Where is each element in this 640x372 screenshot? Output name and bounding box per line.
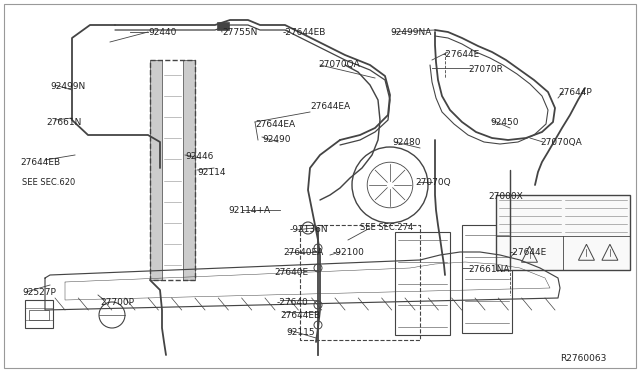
Text: 92499N: 92499N	[50, 82, 85, 91]
Text: -27644E: -27644E	[510, 248, 547, 257]
Text: 27000X: 27000X	[488, 192, 523, 201]
Text: 92446: 92446	[185, 152, 213, 161]
Bar	[150, 60, 162, 280]
Text: SEE SEC.620: SEE SEC.620	[22, 178, 76, 187]
Text: 92440: 92440	[148, 28, 177, 37]
Bar	[217, 22, 229, 30]
Text: 27755N: 27755N	[222, 28, 257, 37]
Text: 27644P: 27644P	[558, 88, 592, 97]
Bar	[183, 60, 195, 280]
Circle shape	[314, 301, 322, 309]
Text: 92499NA: 92499NA	[390, 28, 431, 37]
Text: -92136N: -92136N	[290, 225, 328, 234]
Text: 27640EA: 27640EA	[283, 248, 323, 257]
Circle shape	[314, 264, 322, 272]
Text: -27644EB: -27644EB	[283, 28, 326, 37]
Text: 27661N: 27661N	[46, 118, 81, 127]
Text: 27644EB: 27644EB	[280, 311, 320, 320]
Text: 92115: 92115	[286, 328, 315, 337]
Bar	[496, 195, 630, 270]
Bar	[25, 300, 53, 328]
Text: 27661NA: 27661NA	[468, 265, 509, 274]
Text: 27700P: 27700P	[100, 298, 134, 307]
Text: 92114+A: 92114+A	[228, 206, 270, 215]
Bar	[462, 225, 512, 333]
Circle shape	[314, 321, 322, 329]
Text: 92480: 92480	[392, 138, 420, 147]
Text: 92114: 92114	[197, 168, 225, 177]
Text: 27070Q: 27070Q	[415, 178, 451, 187]
Text: 27644EA: 27644EA	[255, 120, 295, 129]
Text: -27640: -27640	[277, 298, 308, 307]
Text: R2760063: R2760063	[560, 354, 606, 363]
Text: 27640E: 27640E	[274, 268, 308, 277]
Text: 92527P: 92527P	[22, 288, 56, 297]
Text: 27070R: 27070R	[468, 65, 503, 74]
Bar	[395, 232, 450, 335]
Text: SEE SEC.274: SEE SEC.274	[360, 223, 413, 232]
Text: 27070QA: 27070QA	[318, 60, 360, 69]
Text: -92100: -92100	[333, 248, 365, 257]
Text: -27644E: -27644E	[443, 50, 480, 59]
Text: 27070QA: 27070QA	[540, 138, 582, 147]
Text: 92490: 92490	[262, 135, 291, 144]
Text: 27644EA: 27644EA	[310, 102, 350, 111]
Text: 92450: 92450	[490, 118, 518, 127]
Circle shape	[314, 244, 322, 252]
Bar	[29, 310, 49, 320]
Text: 27644EB: 27644EB	[20, 158, 60, 167]
